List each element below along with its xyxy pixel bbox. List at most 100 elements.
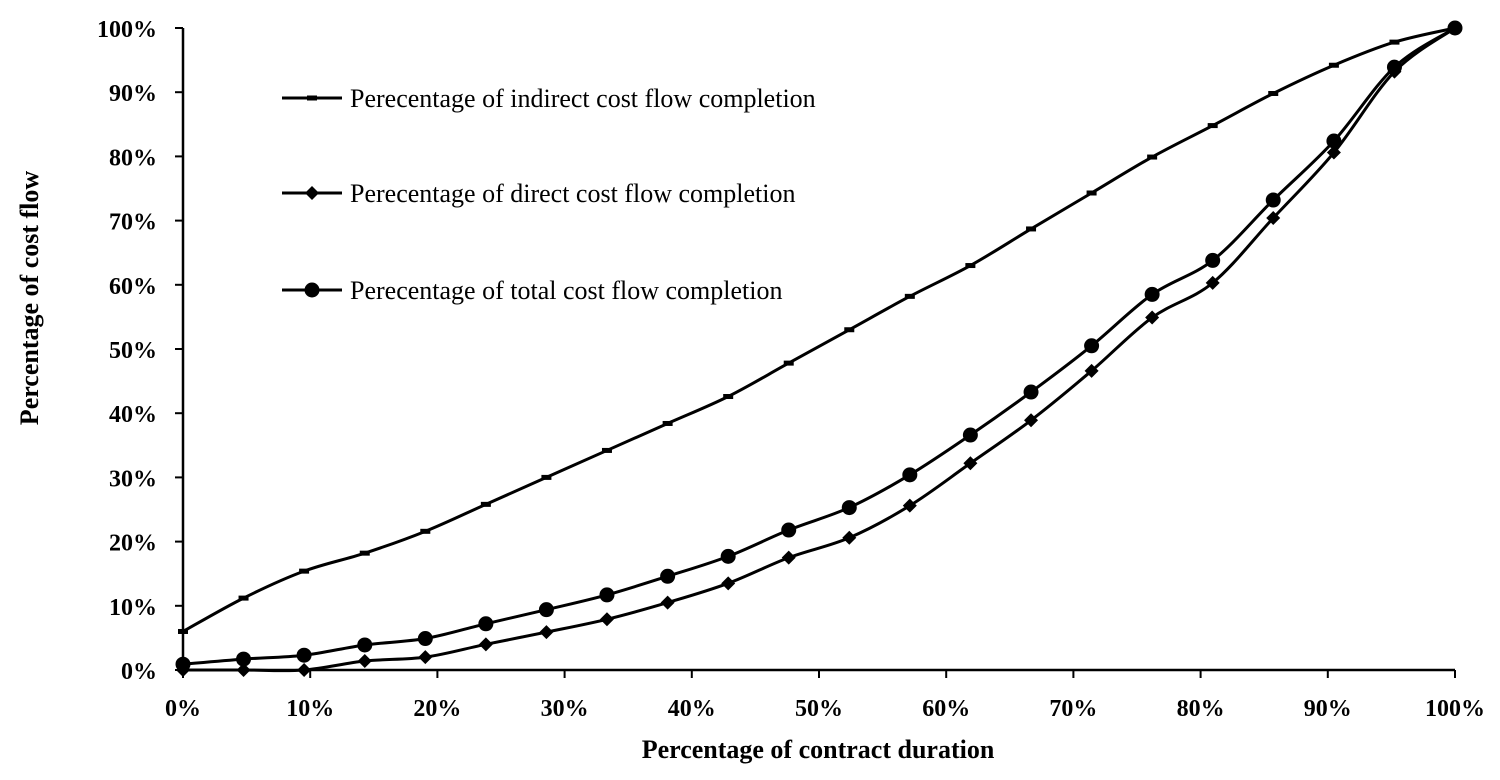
legend-label: Perecentage of total cost flow completio… — [350, 276, 782, 305]
data-point-total-cost — [175, 656, 191, 672]
data-point-total-cost — [236, 651, 252, 667]
data-point-direct-cost — [357, 654, 372, 669]
x-axis-title: Percentage of contract duration — [642, 735, 995, 764]
x-tick-label: 90% — [1304, 696, 1352, 722]
data-point-direct-cost — [478, 637, 493, 652]
data-point-direct-cost — [842, 530, 857, 545]
data-point-total-cost — [902, 467, 918, 483]
data-point-total-cost — [1386, 59, 1402, 75]
data-point-direct-cost — [660, 595, 675, 610]
data-point-direct-cost — [902, 498, 917, 513]
data-point-indirect-cost — [238, 595, 249, 601]
data-point-total-cost — [962, 427, 978, 443]
data-point-direct-cost — [1084, 363, 1099, 378]
data-point-indirect-cost — [420, 528, 431, 534]
data-point-indirect-cost — [723, 394, 734, 400]
data-point-direct-cost — [1205, 275, 1220, 290]
data-point-direct-cost — [599, 612, 614, 627]
data-point-indirect-cost — [299, 568, 310, 574]
legend-label: Perecentage of direct cost flow completi… — [350, 179, 795, 208]
data-point-indirect-cost — [965, 263, 976, 269]
y-tick-label: 90% — [109, 81, 157, 107]
data-point-direct-cost — [297, 663, 312, 677]
series-indirect-cost — [178, 25, 1460, 634]
data-point-total-cost — [1205, 252, 1221, 268]
data-point-indirect-cost — [1268, 90, 1279, 96]
data-point-indirect-cost — [1026, 226, 1037, 232]
data-point-total-cost — [599, 587, 615, 603]
data-point-total-cost — [296, 647, 312, 663]
y-tick-label: 50% — [109, 338, 157, 364]
data-point-indirect-cost — [1147, 154, 1158, 160]
data-point-indirect-cost — [662, 420, 673, 426]
data-point-total-cost — [660, 568, 676, 584]
series-lines — [175, 20, 1463, 677]
x-tick-label: 30% — [541, 696, 589, 722]
data-point-indirect-cost — [480, 501, 491, 507]
x-tick-label: 20% — [413, 696, 461, 722]
y-tick-label: 0% — [121, 659, 157, 685]
data-point-direct-cost — [1145, 310, 1160, 325]
data-point-direct-cost — [963, 456, 978, 471]
data-point-total-cost — [538, 602, 554, 618]
y-axis-title: Percentage of cost flow — [15, 171, 44, 426]
x-tick-label: 0% — [165, 696, 201, 722]
legend-label: Perecentage of indirect cost flow comple… — [350, 84, 816, 113]
x-tick-label: 100% — [1425, 696, 1485, 722]
data-point-total-cost — [417, 631, 433, 647]
data-point-direct-cost — [1024, 413, 1039, 428]
y-tick-label: 70% — [109, 210, 157, 236]
data-point-direct-cost — [1326, 145, 1341, 160]
data-point-indirect-cost — [844, 327, 855, 333]
legend-entry-indirect-cost: Perecentage of indirect cost flow comple… — [282, 84, 816, 113]
axes — [181, 28, 1455, 672]
data-point-indirect-cost — [1207, 123, 1218, 129]
data-point-direct-cost — [418, 650, 433, 665]
data-point-total-cost — [1023, 384, 1039, 400]
legend-entry-total-cost: Perecentage of total cost flow completio… — [282, 276, 782, 305]
x-tick-label: 70% — [1049, 696, 1097, 722]
data-point-total-cost — [1447, 20, 1463, 36]
data-point-total-cost — [841, 500, 857, 516]
legend: Perecentage of indirect cost flow comple… — [282, 84, 816, 305]
y-tick-label: 10% — [109, 595, 157, 621]
data-point-total-cost — [357, 637, 373, 653]
data-point-indirect-cost — [783, 360, 794, 366]
data-point-indirect-cost — [1328, 62, 1339, 68]
legend-marker — [304, 282, 320, 298]
data-point-direct-cost — [1266, 211, 1281, 226]
data-point-indirect-cost — [1389, 39, 1400, 45]
series-line-indirect-cost — [182, 26, 1456, 633]
data-point-direct-cost — [721, 576, 736, 591]
y-tick-label: 100% — [97, 17, 157, 43]
legend-marker — [305, 186, 319, 200]
legend-marker — [307, 95, 317, 101]
y-tick-label: 80% — [109, 145, 157, 171]
data-point-indirect-cost — [904, 293, 915, 299]
legend-entry-direct-cost: Perecentage of direct cost flow completi… — [282, 179, 795, 208]
data-point-total-cost — [1265, 192, 1281, 208]
y-tick-label: 60% — [109, 274, 157, 300]
series-line-direct-cost — [183, 26, 1456, 673]
y-tick-label: 30% — [109, 466, 157, 492]
series-total-cost — [175, 20, 1463, 672]
data-point-indirect-cost — [178, 628, 188, 634]
data-point-indirect-cost — [1086, 190, 1097, 196]
tick-labels: 0% 10% 20% 30% 40% 50% 60% 70% 80% 90% 100% 0% 10% 20… — [97, 17, 1485, 722]
y-tick-label: 20% — [109, 531, 157, 557]
data-point-indirect-cost — [359, 550, 370, 556]
data-point-direct-cost — [236, 663, 251, 677]
x-tick-label: 60% — [922, 696, 970, 722]
data-point-indirect-cost — [541, 474, 552, 480]
series-direct-cost — [176, 21, 1462, 677]
x-tick-label: 80% — [1177, 696, 1225, 722]
data-point-direct-cost — [781, 550, 796, 565]
y-tick-label: 40% — [109, 402, 157, 428]
data-point-total-cost — [478, 616, 494, 632]
data-point-indirect-cost — [601, 447, 612, 453]
data-point-total-cost — [781, 522, 797, 538]
x-tick-label: 40% — [668, 696, 716, 722]
data-point-total-cost — [1144, 286, 1160, 302]
